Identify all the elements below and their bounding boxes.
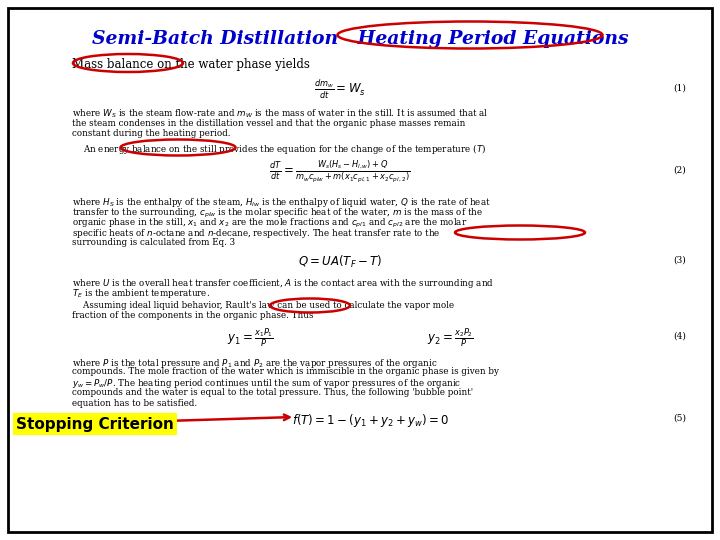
- Text: (4): (4): [674, 332, 686, 341]
- Text: (2): (2): [674, 166, 686, 175]
- Text: where $U$ is the overall heat transfer coefficient, $A$ is the contact area with: where $U$ is the overall heat transfer c…: [72, 276, 494, 289]
- Text: $Q = UA(T_F - T)$: $Q = UA(T_F - T)$: [298, 253, 382, 269]
- Text: compounds and the water is equal to the total pressure. Thus, the following 'bub: compounds and the water is equal to the …: [72, 388, 473, 397]
- Text: (1): (1): [674, 84, 686, 93]
- Text: An energy balance on the still provides the equation for the change of the tempe: An energy balance on the still provides …: [72, 143, 486, 157]
- Text: transfer to the surrounding, $c_{plw}$ is the molar specific heat of the water, : transfer to the surrounding, $c_{plw}$ i…: [72, 206, 483, 220]
- Text: $T_E$ is the ambient temperature.: $T_E$ is the ambient temperature.: [72, 287, 210, 300]
- Text: (5): (5): [673, 414, 686, 423]
- Text: where $W_S$ is the steam flow-rate and $m_W$ is the mass of water in the still. : where $W_S$ is the steam flow-rate and $…: [72, 108, 488, 120]
- Text: $y_1 = \frac{x_1 P_1}{P}$: $y_1 = \frac{x_1 P_1}{P}$: [227, 327, 274, 350]
- Text: fraction of the components in the organic phase. Thus: fraction of the components in the organi…: [72, 311, 313, 320]
- Text: constant during the heating period.: constant during the heating period.: [72, 129, 230, 138]
- Text: $y_2 = \frac{x_2 P_2}{P}$: $y_2 = \frac{x_2 P_2}{P}$: [426, 327, 474, 350]
- Text: where $H_S$ is the enthalpy of the steam, $H_{lw}$ is the enthalpy of liquid wat: where $H_S$ is the enthalpy of the steam…: [72, 196, 491, 209]
- Text: organic phase in the still, $x_1$ and $x_2$ are the mole fractions and $c_{pl1}$: organic phase in the still, $x_1$ and $x…: [72, 217, 467, 230]
- Text: (3): (3): [674, 255, 686, 265]
- Text: Mass balance on the water phase yields: Mass balance on the water phase yields: [72, 58, 310, 71]
- Text: compounds. The mole fraction of the water which is immiscible in the organic pha: compounds. The mole fraction of the wate…: [72, 367, 499, 376]
- Text: $y_w = P_w / P$. The heating period continues until the sum of vapor pressures o: $y_w = P_w / P$. The heating period cont…: [72, 377, 462, 390]
- Text: $\frac{dT}{dt} = \frac{W_s(H_s - H_{l,w}) + Q}{m_w c_{plw} + m(x_1 c_{pl,1} + x_: $\frac{dT}{dt} = \frac{W_s(H_s - H_{l,w}…: [269, 158, 410, 184]
- Text: surrounding is calculated from Eq. 3: surrounding is calculated from Eq. 3: [72, 238, 235, 247]
- Text: where $P$ is the total pressure and $P_1$ and $P_2$ are the vapor pressures of t: where $P$ is the total pressure and $P_1…: [72, 356, 438, 369]
- Text: equation has to be satisfied.: equation has to be satisfied.: [72, 399, 197, 408]
- Text: Stopping Criterion: Stopping Criterion: [16, 416, 174, 431]
- Text: specific heats of $n$-octane and $n$-decane, respectively. The heat transfer rat: specific heats of $n$-octane and $n$-dec…: [72, 227, 441, 240]
- Text: $f(T) = 1 - (y_1 + y_2 + y_w) = 0$: $f(T) = 1 - (y_1 + y_2 + y_w) = 0$: [292, 412, 449, 429]
- Text: $\frac{dm_w}{dt} = W_s$: $\frac{dm_w}{dt} = W_s$: [314, 78, 366, 101]
- Text: Semi-Batch Distillation   Heating Period Equations: Semi-Batch Distillation Heating Period E…: [91, 30, 629, 48]
- Text: Assuming ideal liquid behavior, Rault's law can be used to calculate the vapor m: Assuming ideal liquid behavior, Rault's …: [72, 300, 454, 309]
- Text: the steam condenses in the distillation vessel and that the organic phase masses: the steam condenses in the distillation …: [72, 118, 465, 127]
